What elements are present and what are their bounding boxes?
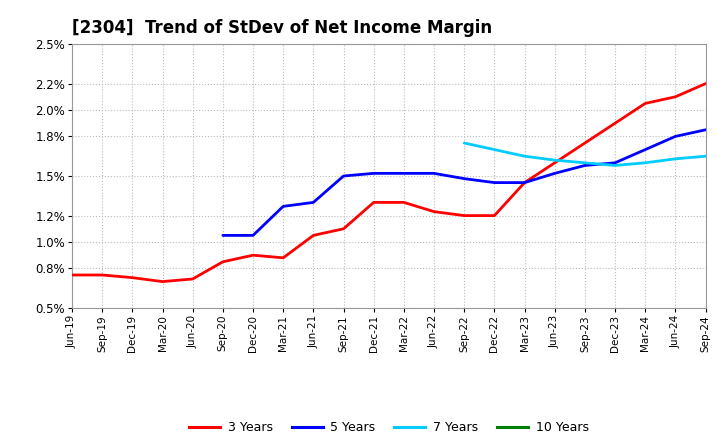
Legend: 3 Years, 5 Years, 7 Years, 10 Years: 3 Years, 5 Years, 7 Years, 10 Years bbox=[184, 416, 593, 439]
Text: [2304]  Trend of StDev of Net Income Margin: [2304] Trend of StDev of Net Income Marg… bbox=[72, 19, 492, 37]
